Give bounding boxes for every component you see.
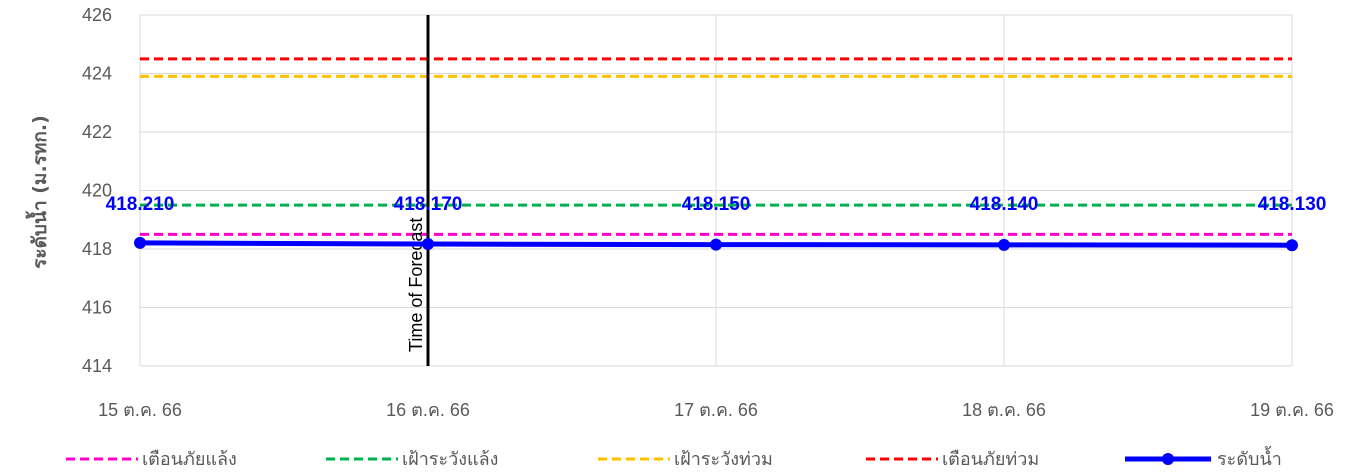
x-tick-label: 17 ต.ค. 66 xyxy=(674,400,758,420)
x-tick-label: 16 ต.ค. 66 xyxy=(386,400,470,420)
legend-label: เตือนภัยแล้ง xyxy=(142,449,237,470)
x-tick-label: 18 ต.ค. 66 xyxy=(962,400,1046,420)
water-level-series xyxy=(134,236,1298,252)
forecast-time-marker: Time of Forecast xyxy=(406,15,430,366)
data-label: 418.130 xyxy=(1258,194,1327,215)
y-tick-label: 422 xyxy=(82,122,112,142)
y-tick-label: 416 xyxy=(82,298,112,318)
x-tick-label: 19 ต.ค. 66 xyxy=(1250,400,1334,420)
data-label: 418.140 xyxy=(970,194,1039,215)
gridlines xyxy=(139,14,1293,367)
legend-label: ระดับน้ำ xyxy=(1217,446,1282,470)
y-tick-label: 420 xyxy=(82,181,112,201)
y-tick-label: 426 xyxy=(82,5,112,25)
legend-label: เตือนภัยท่วม xyxy=(942,449,1039,470)
y-axis-ticks: 414 416 418 420 422 424 426 xyxy=(82,5,112,376)
legend: เตือนภัยแล้ง เฝ้าระวังแล้ง เฝ้าระวังท่วม เต… xyxy=(66,446,1282,470)
x-axis-ticks: 15 ต.ค. 66 16 ต.ค. 66 17 ต.ค. 66 18 ต.ค. 66… xyxy=(98,400,1334,420)
y-axis-label: ระดับน้ำ (ม.รทก.) xyxy=(25,115,51,269)
forecast-label: Time of Forecast xyxy=(406,218,426,352)
legend-marker xyxy=(1162,453,1174,465)
data-label: 418.210 xyxy=(106,194,175,215)
y-tick-label: 424 xyxy=(82,64,112,84)
data-label: 418.150 xyxy=(682,194,751,215)
water-level-point xyxy=(422,238,434,251)
x-tick-label: 15 ต.ค. 66 xyxy=(98,400,182,420)
data-label: 418.170 xyxy=(394,194,463,215)
water-level-point xyxy=(998,238,1010,251)
water-level-point xyxy=(134,236,146,249)
y-tick-label: 418 xyxy=(82,239,112,259)
threshold-lines xyxy=(140,57,1292,236)
y-tick-label: 414 xyxy=(82,356,112,376)
legend-label: เฝ้าระวังแล้ง xyxy=(402,449,498,470)
water-level-point xyxy=(710,238,722,251)
data-labels: 418.210 418.170 418.150 418.140 418.130 xyxy=(106,194,1327,215)
legend-label: เฝ้าระวังท่วม xyxy=(674,449,773,470)
water-level-point xyxy=(1286,239,1298,252)
